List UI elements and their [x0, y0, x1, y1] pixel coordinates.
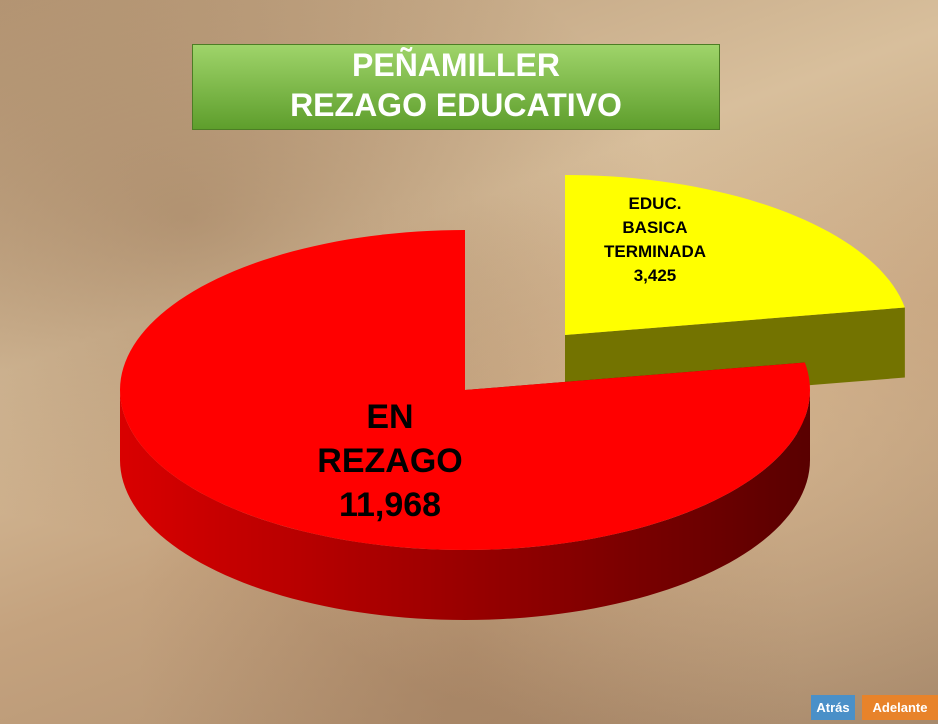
value-label: 11,968	[338, 486, 442, 524]
slice-label: EN REZAGO 11,968	[290, 395, 490, 527]
value-label: 3,425	[633, 266, 677, 285]
forward-button[interactable]: Adelante	[862, 695, 938, 720]
slice-label: EDUC. BASICA TERMINADA 3,425	[595, 192, 715, 288]
back-button[interactable]: Atrás	[811, 695, 855, 720]
chart-title: PEÑAMILLER	[352, 47, 560, 83]
pie-slice	[120, 230, 810, 550]
category-label: EN REZAGO	[317, 398, 463, 480]
chart-subtitle: REZAGO EDUCATIVO	[290, 87, 622, 123]
title-box: PEÑAMILLER REZAGO EDUCATIVO	[192, 44, 720, 130]
category-label: EDUC. BASICA TERMINADA	[604, 194, 706, 261]
pie-slice	[565, 175, 905, 335]
pie-side	[120, 390, 810, 620]
